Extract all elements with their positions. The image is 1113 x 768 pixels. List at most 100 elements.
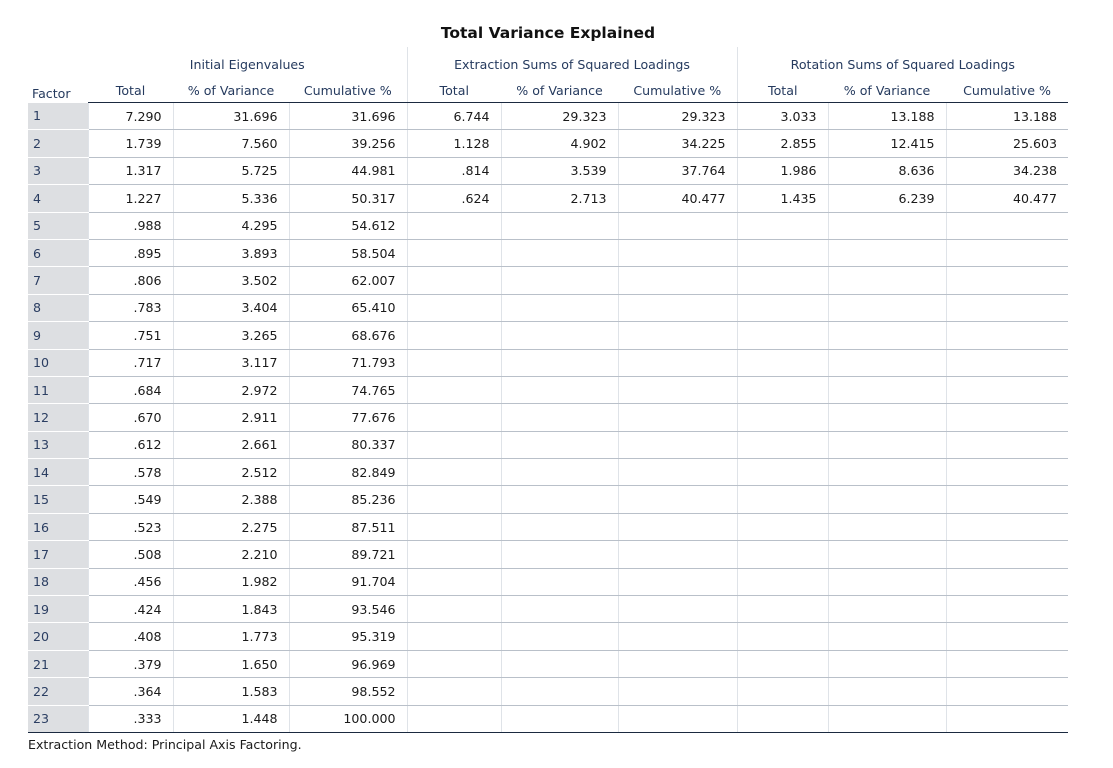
- table-row: 22.364 1.583 98.552: [28, 677, 1069, 706]
- factor-number: 5: [28, 212, 88, 240]
- factor-number: 23: [28, 705, 88, 733]
- header-extraction-pct-variance: % of Variance: [501, 74, 618, 103]
- header-rotation-total: Total: [736, 74, 829, 103]
- table-cell: 2.911: [172, 403, 289, 432]
- table-cell: [617, 431, 738, 460]
- table-row: 2 1.739 7.560 39.256 1.128 4.902 34.225 2.855 12…: [28, 129, 1069, 158]
- table-cell: .508: [87, 540, 173, 569]
- table-cell: 1.739: [87, 129, 173, 158]
- table-cell: 2.661: [172, 431, 289, 460]
- table-row: 15.549 2.388 85.236: [28, 485, 1069, 514]
- table-cell: [945, 349, 1069, 377]
- factor-number: 11: [28, 376, 88, 405]
- table-cell: [736, 622, 829, 651]
- table-cell: [406, 403, 501, 432]
- table-cell: .806: [87, 266, 173, 295]
- table-cell: [617, 458, 738, 487]
- table-cell: [827, 239, 947, 268]
- table-cell: 3.502: [172, 266, 289, 295]
- header-factor: Factor: [32, 85, 71, 101]
- table-cell: 5.336: [172, 184, 289, 213]
- table-cell: [406, 458, 501, 487]
- table-cell: [736, 212, 829, 240]
- table-cell: 1.986: [736, 157, 829, 186]
- table-cell: [617, 622, 738, 651]
- table-cell: [406, 239, 501, 268]
- table-cell: [406, 431, 501, 460]
- table-cell: 100.000: [288, 705, 407, 733]
- factor-number: 8: [28, 294, 88, 323]
- table-cell: 1.317: [87, 157, 173, 186]
- table-cell: [500, 622, 618, 651]
- table-cell: 3.893: [172, 239, 289, 268]
- table-title: Total Variance Explained: [440, 24, 656, 42]
- table-row: 11.684 2.972 74.765: [28, 376, 1069, 405]
- table-cell: 50.317: [288, 184, 407, 213]
- table-cell: 1.435: [736, 184, 829, 213]
- table-cell: [945, 485, 1069, 514]
- table-cell: 71.793: [288, 349, 407, 377]
- table-cell: 98.552: [288, 677, 407, 706]
- table-cell: 68.676: [288, 321, 407, 350]
- table-cell: 2.275: [172, 513, 289, 542]
- table-cell: 3.117: [172, 349, 289, 377]
- table-cell: .424: [87, 595, 173, 624]
- table-cell: [406, 595, 501, 624]
- table-cell: 7.290: [87, 102, 173, 131]
- table-cell: [406, 622, 501, 651]
- table-row: 13.612 2.661 80.337: [28, 431, 1069, 460]
- table-cell: [736, 403, 829, 432]
- table-cell: 34.238: [945, 157, 1069, 186]
- table-cell: [406, 677, 501, 706]
- table-cell: 1.583: [172, 677, 289, 706]
- variance-table: Factor Initial Eigenvalues Extraction Su…: [28, 47, 1069, 733]
- table-row: 21.379 1.650 96.969: [28, 650, 1069, 679]
- table-cell: 1.227: [87, 184, 173, 213]
- table-cell: .783: [87, 294, 173, 323]
- table-cell: [500, 239, 618, 268]
- table-cell: [617, 266, 738, 295]
- table-cell: [827, 485, 947, 514]
- table-cell: .895: [87, 239, 173, 268]
- table-cell: 96.969: [288, 650, 407, 679]
- table-cell: 58.504: [288, 239, 407, 268]
- table-cell: [827, 349, 947, 377]
- table-body: 1 7.290 31.696 31.696 6.744 29.323 29.323 3.033…: [28, 102, 1069, 733]
- table-row: 12.670 2.911 77.676: [28, 403, 1069, 432]
- table-cell: [945, 376, 1069, 405]
- table-cell: [736, 321, 829, 350]
- table-cell: [945, 650, 1069, 679]
- table-cell: [945, 403, 1069, 432]
- table-cell: [617, 403, 738, 432]
- table-cell: 62.007: [288, 266, 407, 295]
- table-cell: [827, 650, 947, 679]
- table-cell: 44.981: [288, 157, 407, 186]
- table-cell: .988: [87, 212, 173, 240]
- table-cell: [736, 266, 829, 295]
- table-cell: 3.539: [500, 157, 618, 186]
- table-row: 14.578 2.512 82.849: [28, 458, 1069, 487]
- table-row: 9.751 3.265 68.676: [28, 321, 1069, 350]
- factor-number: 10: [28, 349, 88, 377]
- table-cell: [617, 540, 738, 569]
- table-row: 18.456 1.982 91.704: [28, 568, 1069, 597]
- table-cell: [617, 239, 738, 268]
- table-cell: [406, 705, 501, 733]
- table-cell: .549: [87, 485, 173, 514]
- table-cell: [945, 294, 1069, 323]
- table-cell: .523: [87, 513, 173, 542]
- table-cell: [827, 595, 947, 624]
- table-cell: 13.188: [945, 102, 1069, 131]
- table-cell: [500, 431, 618, 460]
- table-cell: [500, 458, 618, 487]
- table-cell: 40.477: [617, 184, 738, 213]
- table-cell: [406, 321, 501, 350]
- table-cell: 3.033: [736, 102, 829, 131]
- table-cell: [827, 705, 947, 733]
- table-cell: [617, 677, 738, 706]
- table-cell: 34.225: [617, 129, 738, 158]
- table-cell: [827, 403, 947, 432]
- table-row: 17.508 2.210 89.721: [28, 540, 1069, 569]
- table-cell: 1.843: [172, 595, 289, 624]
- table-cell: 77.676: [288, 403, 407, 432]
